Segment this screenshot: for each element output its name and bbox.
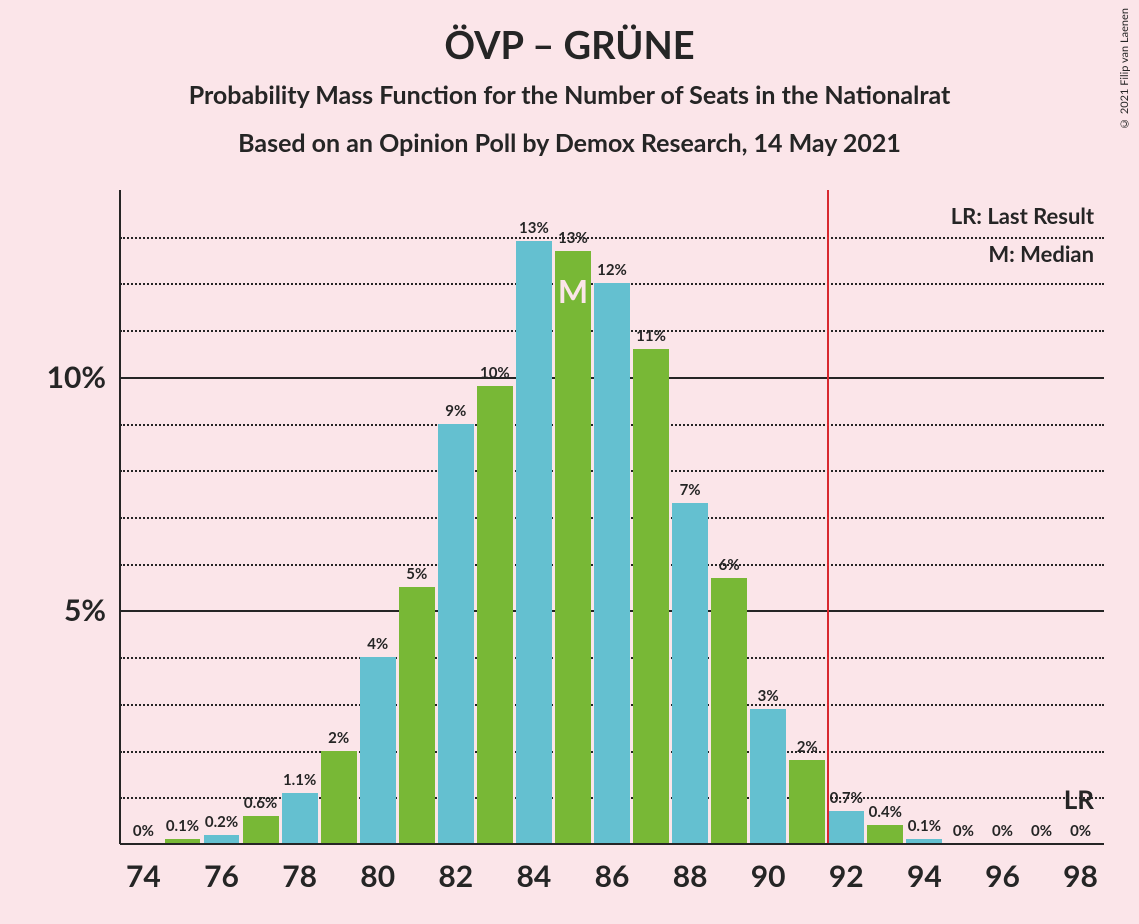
bar-value-label: 9% [445,402,466,424]
x-tick-label: 86 [595,844,630,894]
lr-short-label: LR [1064,783,1094,815]
bar-value-label: 0.2% [205,813,238,835]
bar: 6% [711,578,747,844]
bar: 2% [789,760,825,844]
bar-value-label: 0% [1031,822,1052,844]
last-result-line [827,190,829,844]
x-tick-label: 76 [204,844,239,894]
bar-value-label: 12% [597,261,627,283]
bar-value-label: 4% [367,635,388,657]
bar-value-label: 0.7% [830,789,863,811]
bar: 13%M [555,251,591,844]
bar-value-label: 2% [328,729,349,751]
x-tick-label: 74 [126,844,161,894]
bar: 2% [321,751,357,844]
bar-value-label: 0.4% [869,803,902,825]
bar-value-label: 3% [758,687,779,709]
legend-last-result: LR: Last Result [951,202,1094,229]
bar-value-label: 0.6% [244,794,277,816]
chart-title: ÖVP – GRÜNE [0,22,1139,68]
bar: 11% [633,349,669,844]
x-tick-label: 96 [985,844,1020,894]
y-tick-label: 10% [47,359,120,395]
bar-value-label: 0% [992,822,1013,844]
bar: 0.6% [243,816,279,844]
bar-value-label: 7% [680,481,701,503]
x-tick-label: 80 [360,844,395,894]
bar: 10% [477,386,513,844]
chart-subtitle-2: Based on an Opinion Poll by Demox Resear… [0,128,1139,158]
bar: 13% [516,241,552,844]
x-tick-label: 92 [829,844,864,894]
bar-value-label: 0% [1070,822,1091,844]
bar-value-label: 6% [719,556,740,578]
bar: 9% [438,424,474,844]
x-tick-label: 78 [282,844,317,894]
x-tick-label: 98 [1063,844,1098,894]
bar-value-label: 11% [636,327,666,349]
bar-value-label: 0.1% [908,817,941,839]
bar: 0.4% [867,825,903,844]
y-axis [119,190,121,844]
legend-median: M: Median [988,240,1094,267]
median-mark: M [558,271,588,310]
bar-value-label: 0% [133,822,154,844]
chart-subtitle-1: Probability Mass Function for the Number… [0,80,1139,110]
bar: 12% [594,283,630,844]
bar-value-label: 0.1% [166,817,199,839]
bar: 0.7% [828,811,864,844]
bar-value-label: 2% [797,738,818,760]
bar: 4% [360,657,396,844]
x-tick-label: 90 [751,844,786,894]
y-tick-label: 5% [64,592,120,628]
grid-minor [120,237,1104,239]
bar: 3% [750,709,786,844]
bar-value-label: 13% [519,219,549,241]
pmf-chart: 5%10%0%0.1%0.2%0.6%1.1%2%4%5%9%10%13%13%… [120,190,1104,844]
bar-value-label: 0% [953,822,974,844]
bar-value-label: 10% [480,364,510,386]
x-tick-label: 82 [438,844,473,894]
bar-value-label: 13% [558,229,588,251]
x-tick-label: 88 [673,844,708,894]
x-tick-label: 84 [516,844,551,894]
bar: 7% [672,503,708,844]
bar: 1.1% [282,793,318,844]
bar-value-label: 1.1% [283,771,316,793]
bar-value-label: 5% [406,565,427,587]
x-tick-label: 94 [907,844,942,894]
bar: 5% [399,587,435,844]
